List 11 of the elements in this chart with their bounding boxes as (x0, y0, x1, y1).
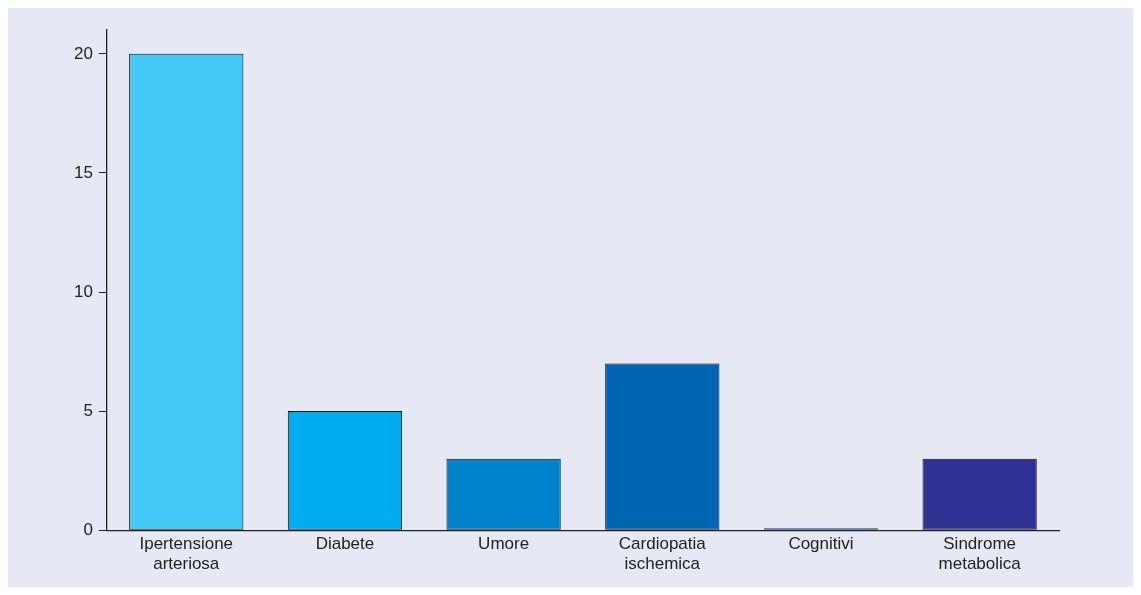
x-tick-label: Cardiopatia ischemica (618, 534, 707, 574)
x-tick-label: Sindrome metabolica (938, 534, 1022, 574)
x-tick-label: Diabete (315, 534, 375, 554)
y-tick-label: 15 (73, 162, 93, 182)
x-tick-label: Cognitivi (788, 534, 854, 554)
x-tick-label: Umore (478, 534, 530, 554)
x-tick-label: Ipertensione arteriosa (139, 534, 234, 574)
y-tick-label: 5 (83, 400, 93, 420)
y-tick-label: 20 (73, 43, 93, 63)
y-tick-label: 0 (83, 519, 93, 539)
y-tick-label: 10 (73, 281, 93, 301)
